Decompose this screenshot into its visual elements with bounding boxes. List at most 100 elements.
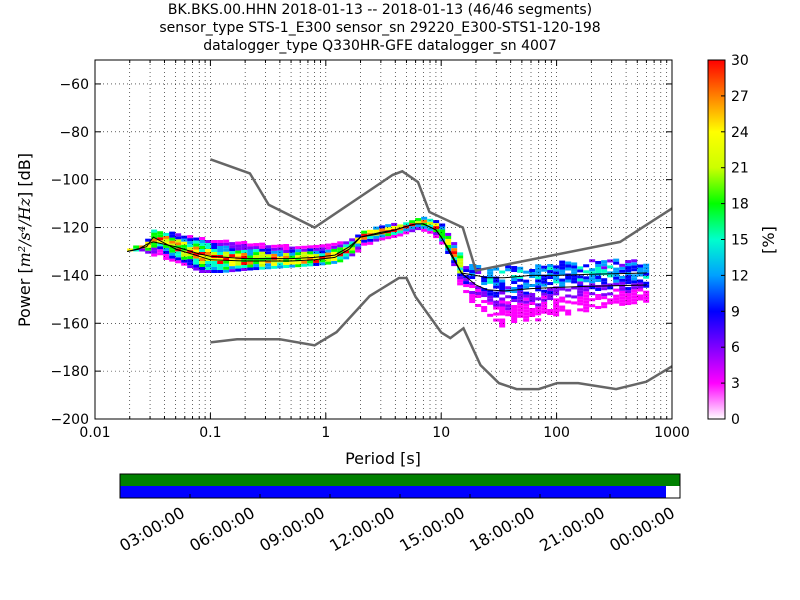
density-cell <box>595 275 602 279</box>
density-cell <box>313 244 320 248</box>
density-cell <box>577 308 584 312</box>
density-cell <box>379 237 386 241</box>
density-cell <box>391 222 398 226</box>
density-cell <box>517 266 524 270</box>
density-cell <box>457 267 464 271</box>
density-cell <box>283 261 290 265</box>
y-axis-label-prefix: Power [ <box>15 267 34 327</box>
density-cell <box>181 262 188 266</box>
density-cell <box>151 229 158 233</box>
density-cell <box>277 244 284 248</box>
density-cell <box>229 245 236 249</box>
density-cell <box>523 300 530 304</box>
density-cell <box>583 294 590 298</box>
density-cell <box>613 258 620 262</box>
density-cell <box>415 221 422 225</box>
density-cell <box>625 275 632 279</box>
density-cell <box>211 249 218 253</box>
density-cell <box>283 249 290 253</box>
density-cell <box>535 303 542 307</box>
density-cell <box>193 237 200 241</box>
density-cell <box>175 236 182 240</box>
density-cell <box>499 297 506 301</box>
density-cell <box>337 259 344 263</box>
density-cell <box>541 298 548 302</box>
density-cell <box>217 246 224 250</box>
density-cell <box>451 245 458 249</box>
density-cell <box>163 256 170 260</box>
density-cell <box>469 291 476 295</box>
density-cell <box>391 234 398 238</box>
density-cell <box>583 264 590 268</box>
density-cell <box>535 279 542 283</box>
density-cell <box>535 285 542 289</box>
density-cell <box>253 243 260 247</box>
density-cell <box>529 314 536 318</box>
title-line-1: BK.BKS.00.HHN 2018-01-13 -- 2018-01-13 (… <box>167 2 593 18</box>
density-cell <box>193 243 200 247</box>
density-cell <box>193 255 200 259</box>
density-cell <box>601 263 608 267</box>
density-cell <box>253 252 260 256</box>
density-cell <box>595 293 602 297</box>
density-cell <box>511 314 518 318</box>
density-cell <box>487 295 494 299</box>
density-cell <box>199 257 206 261</box>
density-cell <box>529 302 536 306</box>
density-cell <box>469 285 476 289</box>
density-cell <box>541 283 548 287</box>
density-cell <box>163 235 170 239</box>
density-cell <box>193 246 200 250</box>
density-cell <box>211 267 218 271</box>
density-cell <box>505 304 512 308</box>
density-cell <box>421 216 428 220</box>
density-cell <box>559 305 566 309</box>
density-cell <box>583 270 590 274</box>
density-cell <box>601 269 608 273</box>
density-cell <box>253 255 260 259</box>
density-cell <box>451 263 458 267</box>
density-cell <box>307 251 314 255</box>
density-cell <box>337 244 344 248</box>
density-cell <box>235 250 242 254</box>
density-cell <box>127 248 134 252</box>
coverage-segment <box>120 486 666 498</box>
density-cell <box>541 265 548 269</box>
density-cell <box>205 249 212 253</box>
density-cell <box>589 304 596 308</box>
density-cell <box>535 318 542 322</box>
density-cell <box>535 273 542 277</box>
density-cell <box>277 250 284 254</box>
density-cell <box>397 230 404 234</box>
coverage-time-label: 00:00:00 <box>606 503 678 555</box>
density-cell <box>277 256 284 260</box>
density-cell <box>523 270 530 274</box>
density-cell <box>553 277 560 281</box>
density-cell <box>283 258 290 262</box>
density-cell <box>541 301 548 305</box>
density-cell <box>619 278 626 282</box>
density-cell <box>295 249 302 253</box>
density-cell <box>631 274 638 278</box>
density-cell <box>445 238 452 242</box>
density-cell <box>367 241 374 245</box>
density-cell <box>271 247 278 251</box>
density-cell <box>385 227 392 231</box>
density-cell <box>583 309 590 313</box>
density-cell <box>571 265 578 269</box>
density-cell <box>535 297 542 301</box>
density-cell <box>289 252 296 256</box>
density-cell <box>199 239 206 243</box>
density-cell <box>319 253 326 257</box>
density-cell <box>211 240 218 244</box>
density-cell <box>523 312 530 316</box>
density-cell <box>559 272 566 276</box>
density-cell <box>613 276 620 280</box>
density-cell <box>637 294 644 298</box>
density-cell <box>223 242 230 246</box>
density-cell <box>175 245 182 249</box>
density-cell <box>205 255 212 259</box>
density-cell <box>481 306 488 310</box>
density-cell <box>529 272 536 276</box>
density-cell <box>619 296 626 300</box>
